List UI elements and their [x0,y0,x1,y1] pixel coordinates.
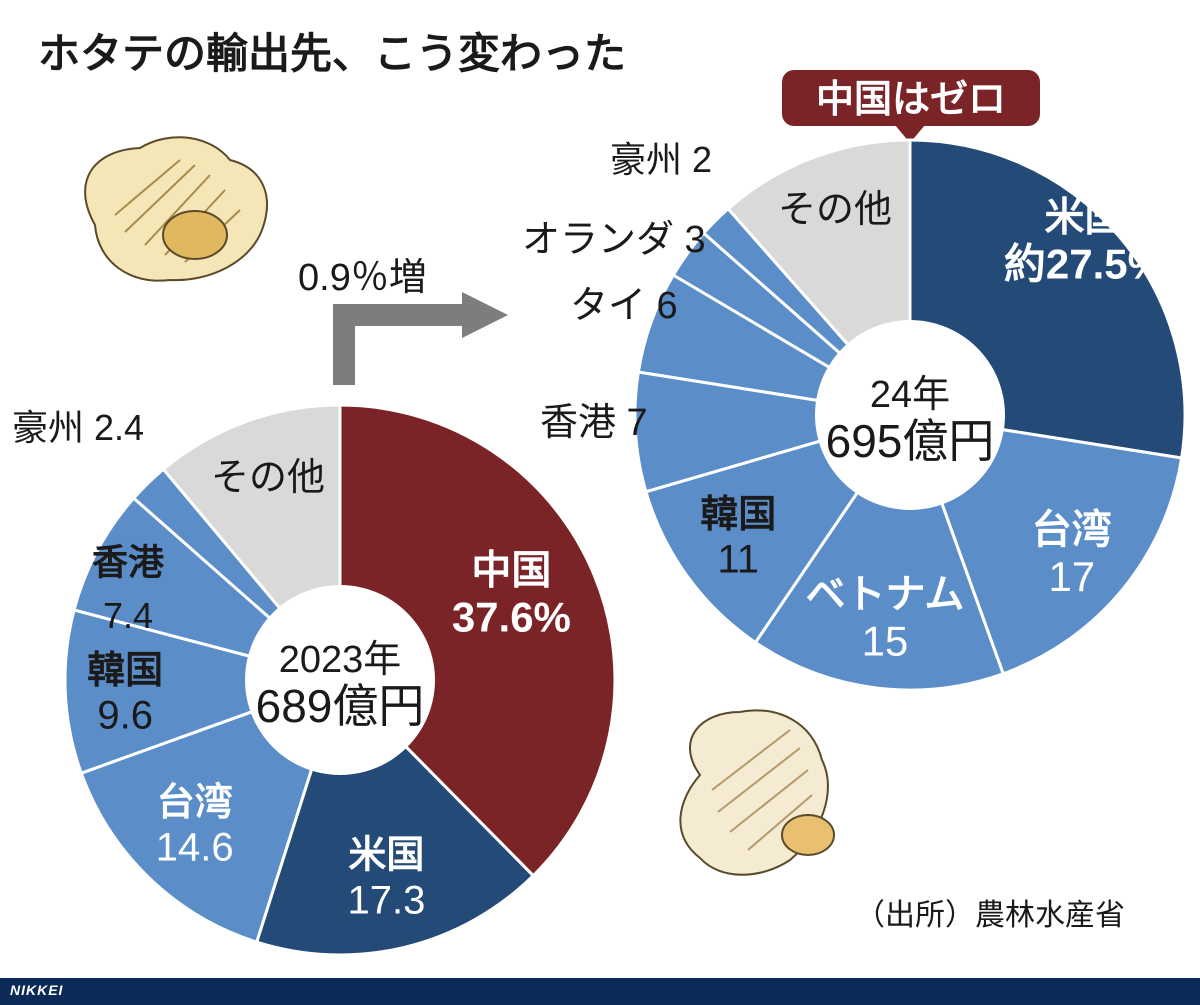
slice-label-2024-6: オランダ 3 [522,219,706,261]
pie-slice-2023-3 [63,608,346,776]
callout-label: 中国はゼロ [816,79,1006,121]
pie-center-total-2024: 695億円 [826,415,995,467]
pie-slice-2024-2 [753,411,1006,692]
slice-name-2024-1: 台湾 [1032,507,1112,552]
footer-bar [0,978,1200,1005]
slice-value-2023-4: 7.4 [103,595,153,636]
slice-name-2023-4: 香港 [92,542,165,583]
slice-label-2023-6: その他 [211,457,325,499]
callout-box [782,70,1040,126]
slice-label-2024-4: 香港 7 [540,402,648,444]
slice-name-2023-0: 中国 [471,549,551,593]
growth-label: 0.9％増 [298,257,427,299]
slice-value-2023-3: 9.6 [97,693,153,737]
pie-center-year-2023: 2023年 [279,639,402,681]
slice-name-2023-2: 台湾 [157,781,233,824]
slice-value-2024-3: 11 [717,537,759,581]
slice-name-2023-3: 韓国 [87,650,163,692]
source-note: （出所）農林水産省 [855,899,1125,932]
growth-arrow [333,304,470,385]
slice-label-2024-8: その他 [778,189,892,231]
chart-title: ホタテの輸出先、こう変わった [38,30,626,77]
slice-value-2023-1: 17.3 [348,878,426,922]
slice-name-2024-3: 韓国 [700,494,776,536]
pie-center-hole-2024 [815,320,1005,510]
nikkei-logo: NIKKEI [10,982,64,998]
scallop-illustration-top [84,136,268,282]
slice-value-2024-1: 17 [1048,553,1095,600]
slice-value-2024-0: 約27.5% [1004,241,1165,288]
slice-value-2023-2: 14.6 [156,825,234,869]
slice-label-2024-7: 豪州 2 [610,139,712,180]
pie-slice-2023-0 [338,403,617,878]
slice-name-2024-0: 米国 [1044,196,1124,240]
pie-center-year-2024: 24年 [870,374,950,416]
pie-slice-2024-4 [633,370,911,494]
scallop-illustration-bottom [679,709,835,876]
slice-value-2024-2: 15 [862,617,909,664]
slice-label-2024-5: タイ 6 [570,285,678,327]
slice-label-2023-5: 豪州 2.4 [12,407,144,448]
slice-value-2023-0: 37.6% [452,594,571,641]
callout-pointer [895,125,925,143]
slice-name-2023-1: 米国 [348,835,424,877]
pie-center-hole-2023 [245,585,435,775]
pie-center-total-2023: 689億円 [256,680,425,732]
slice-name-2024-2: ベトナム [806,572,965,616]
arrow-head-icon [462,292,508,338]
